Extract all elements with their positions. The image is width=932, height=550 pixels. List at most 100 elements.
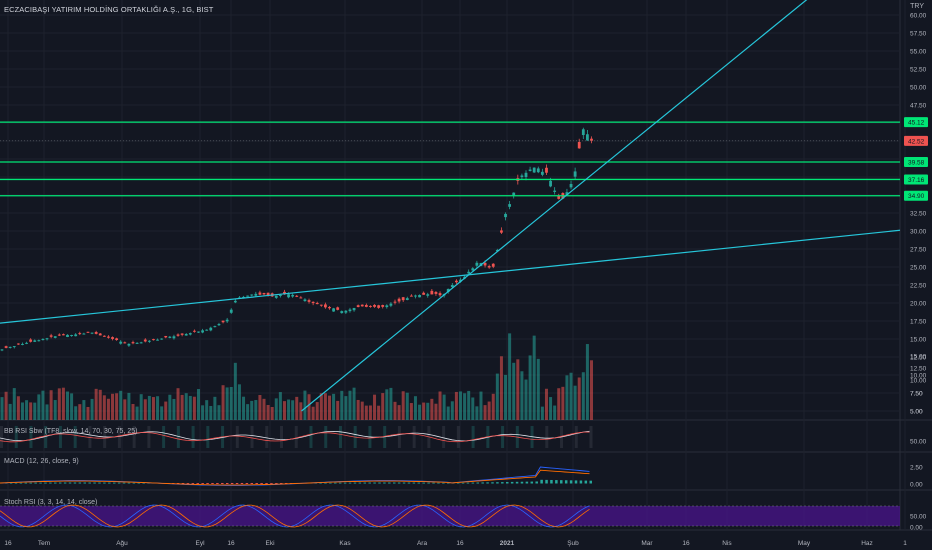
macd-histogram-bar [530, 481, 534, 484]
rsi-bar [338, 426, 342, 448]
macd-histogram-bar [329, 482, 332, 484]
volume-bar [475, 406, 479, 420]
candle-body [217, 324, 221, 326]
time-tick-label: Eki [265, 540, 274, 547]
macd-histogram-bar [545, 479, 548, 484]
candle-body [397, 298, 401, 302]
candle-body [229, 309, 233, 313]
macd-histogram-bar [525, 481, 529, 484]
candle-body [581, 129, 585, 136]
candle-body [225, 319, 229, 322]
price-tick-label: 20.00 [910, 301, 927, 308]
candle-body [86, 331, 90, 333]
candle-body [590, 138, 593, 141]
candle-body [356, 305, 360, 308]
volume-bar [430, 398, 434, 420]
price-axis: 60.0057.5055.0052.5050.0047.5045.0042.50… [910, 13, 927, 532]
rsi-bar [250, 426, 254, 448]
volume-bar [364, 405, 368, 420]
candle-body [70, 335, 73, 337]
volume-bar [20, 402, 24, 420]
candle-body [184, 334, 188, 336]
candle-body [491, 263, 495, 267]
macd-histogram-bar [73, 482, 77, 484]
trend-line-2 [301, 0, 808, 412]
candle-body [246, 295, 250, 297]
volume-tick-label: 12.50 [910, 366, 927, 373]
volume-bar [53, 400, 57, 420]
candle-body [377, 305, 381, 308]
volume-bar [197, 389, 200, 420]
rsi-bar [501, 426, 505, 448]
candle-body [393, 301, 397, 303]
macd-histogram-bar [280, 483, 283, 484]
candle-body [328, 307, 331, 309]
rsi-bar [0, 426, 3, 448]
candle-body [135, 342, 139, 344]
candle-body [360, 304, 364, 307]
volume-bar [467, 390, 471, 420]
volume-bar [225, 387, 229, 420]
rsi-bar [412, 426, 416, 448]
candle-body [123, 342, 127, 344]
macd-histogram-bar [584, 480, 588, 484]
time-tick-label: Eyl [195, 540, 205, 547]
macd-indicator-label[interactable]: MACD (12, 26, close, 9) [4, 458, 79, 465]
candle-body [303, 299, 307, 302]
price-tick-label: 52.50 [910, 67, 927, 74]
macd-histogram-bar [260, 483, 263, 484]
candle-body [78, 333, 82, 335]
stoch-d-line [0, 504, 590, 528]
candle-body [49, 335, 53, 337]
macd-histogram-bar [471, 482, 475, 484]
macd-histogram-bar [427, 482, 430, 484]
rsi-bar [147, 426, 151, 448]
rsi-indicator-label[interactable]: BB RSI Sbw (TF8, slow, 14, 70, 30, 75, 2… [4, 428, 138, 435]
volume-bar [119, 390, 123, 420]
volume-bar [495, 373, 499, 420]
macd-histogram-bar [39, 482, 42, 484]
macd-histogram-bar [373, 482, 376, 484]
volume-bar [102, 395, 106, 420]
volume-bar [217, 405, 221, 420]
stoch-rsi-indicator-label[interactable]: Stoch RSI (3, 3, 14, 14, close) [4, 499, 98, 506]
candle-body [53, 336, 57, 338]
candle-body [115, 338, 119, 341]
volume-bar [377, 405, 381, 420]
macd-histogram-bar [191, 483, 195, 484]
volume-bar [328, 395, 331, 420]
macd-histogram-bar [491, 482, 494, 484]
price-tick-label: 50.00 [910, 85, 927, 92]
candle-body [508, 204, 512, 207]
rsi-bar [14, 426, 18, 448]
time-axis: 16 Tem Ağu Eyl 16 Eki Kas Ara 16 2021 Şub Mar 16 Nis M… [4, 540, 907, 547]
candle-body [98, 333, 102, 336]
rsi-pane [0, 426, 593, 448]
candle-body [102, 335, 106, 337]
candle-body [332, 308, 335, 312]
macd-histogram-bar [9, 482, 13, 484]
volume-bar [147, 395, 151, 420]
rsi-bar [191, 426, 195, 448]
volume-bar [106, 398, 110, 420]
macd-histogram-bar [235, 483, 239, 484]
macd-histogram-bar [388, 482, 391, 484]
volume-bar [438, 391, 442, 420]
candle-body [254, 293, 258, 296]
macd-histogram-bar [78, 482, 82, 484]
macd-histogram-bar [555, 480, 558, 484]
candle-body [209, 327, 213, 331]
volume-bar [213, 396, 217, 420]
price-tick-label: 27.50 [910, 247, 927, 254]
macd-histogram-bar [334, 482, 337, 484]
macd-histogram-bar [442, 482, 445, 484]
volume-bar [98, 389, 102, 420]
candle-body [180, 333, 184, 335]
candle-body [475, 262, 479, 266]
price-tick-label: 17.50 [910, 319, 927, 326]
candle-body [352, 307, 356, 311]
volume-bar [86, 406, 90, 420]
candle-body [422, 292, 426, 295]
candle-body [414, 295, 417, 297]
